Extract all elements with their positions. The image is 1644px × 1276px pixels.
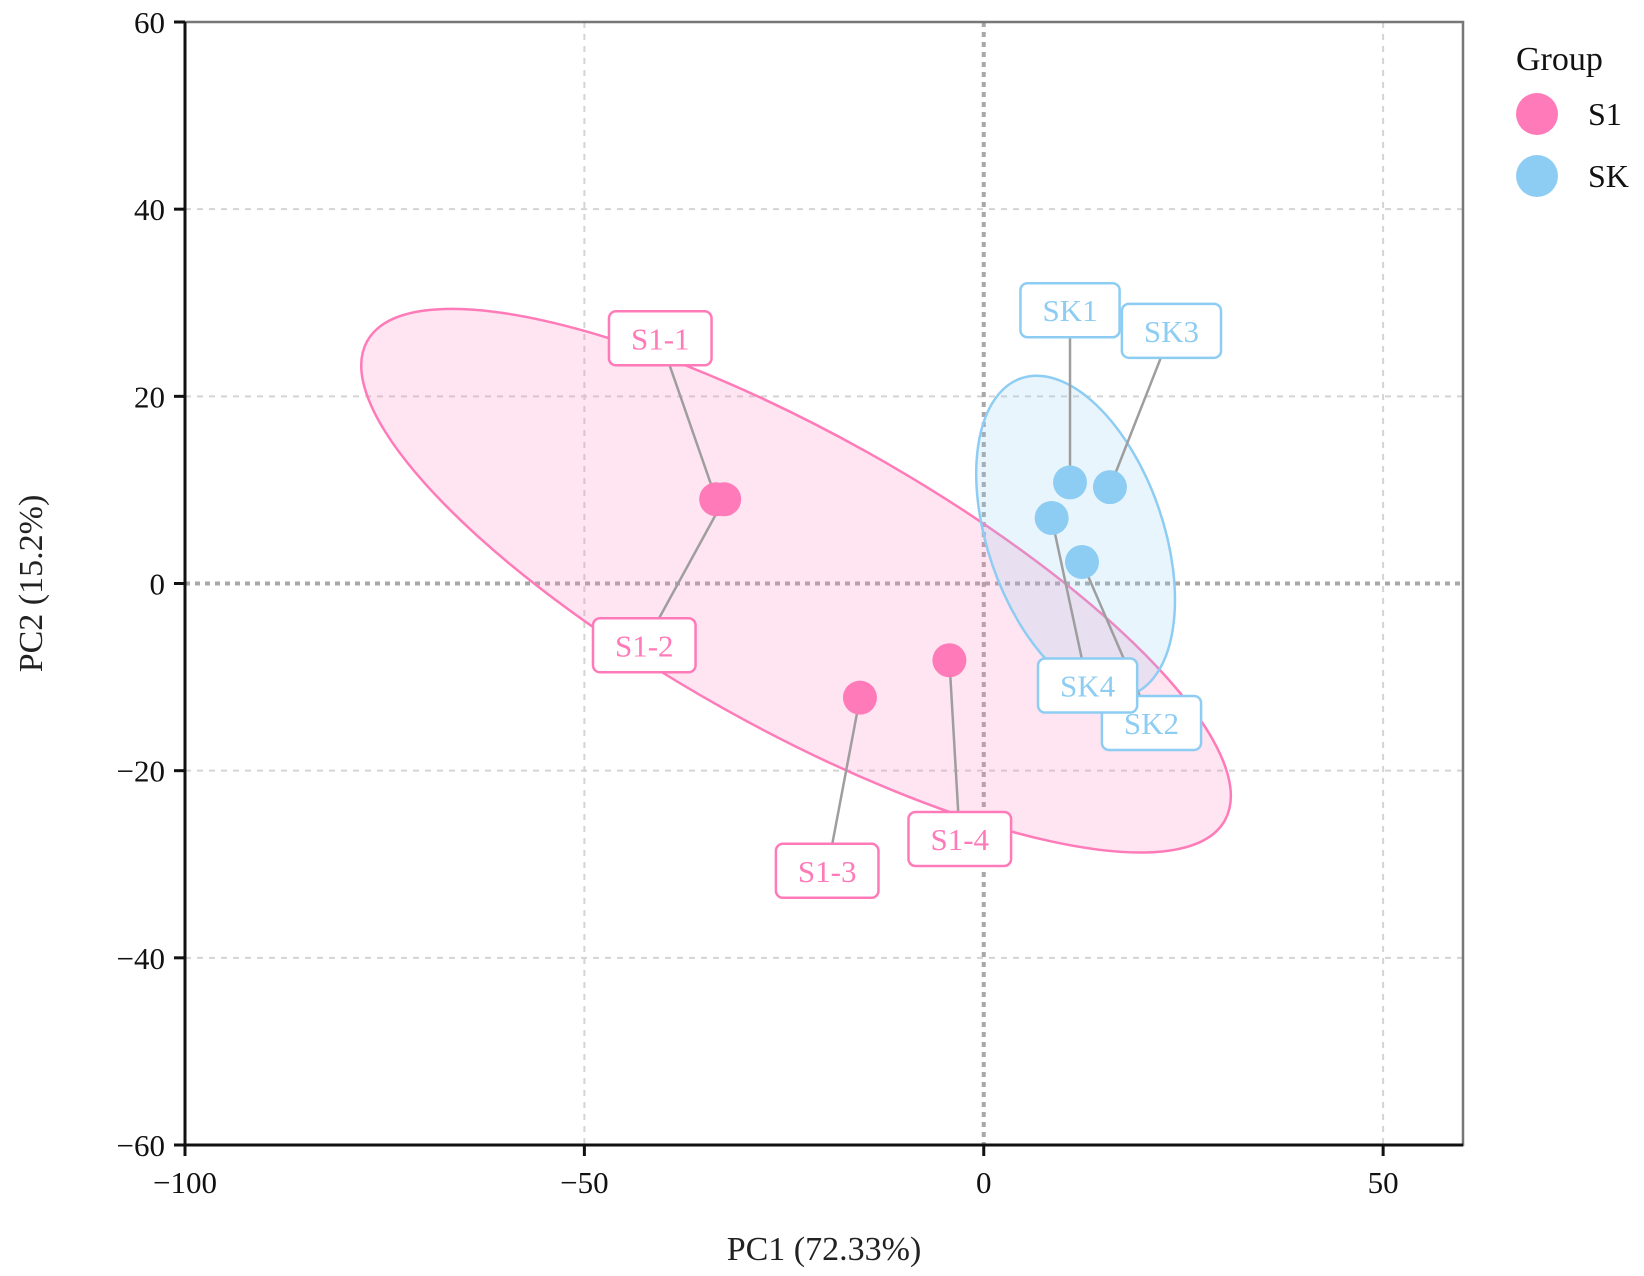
- y-tick-label: 60: [134, 5, 165, 40]
- legend-marker-s1: [1516, 93, 1558, 135]
- label-s1-3: S1-3: [798, 854, 857, 889]
- leader-s1-4: [948, 660, 962, 840]
- label-s1-2: S1-2: [615, 628, 674, 663]
- ellipse-s1: [360, 307, 1233, 854]
- label-box-s1-2: [591, 617, 697, 674]
- point-sk2: [1064, 544, 1099, 579]
- y-tick-label: −20: [117, 754, 165, 789]
- y-tick-label: 20: [134, 379, 165, 414]
- point-s1-2: [707, 482, 742, 517]
- y-tick-label: 0: [150, 567, 166, 602]
- legend-title: Group: [1516, 41, 1603, 78]
- y-tick-label: −60: [117, 1128, 165, 1163]
- label-box-s1-4: [907, 810, 1013, 868]
- label-sk3: SK3: [1144, 314, 1199, 349]
- label-box-sk3: [1120, 302, 1223, 360]
- point-sk4: [1034, 500, 1069, 535]
- axes: −100 −50 0 50 −60 −40 −20 0 20 40 60: [117, 5, 1465, 1200]
- point-sk3: [1092, 470, 1127, 505]
- legend-label-sk: SK: [1588, 158, 1629, 194]
- x-tick-label: −50: [560, 1165, 608, 1200]
- label-sk1: SK1: [1042, 293, 1097, 328]
- data-points: [699, 465, 1127, 715]
- y-axis-title: PC2 (15.2%): [13, 495, 50, 673]
- legend-label-s1: S1: [1588, 96, 1622, 132]
- confidence-ellipses: [360, 307, 1233, 854]
- point-s1-3: [842, 680, 877, 715]
- legend-marker-sk: [1516, 155, 1558, 197]
- x-tick-label: 0: [976, 1165, 992, 1200]
- point-s1-4: [932, 643, 967, 678]
- leader-s1-3: [825, 697, 862, 872]
- label-box-sk1: [1019, 281, 1121, 339]
- grid-layer: [185, 22, 1463, 1145]
- x-tick-label: −100: [153, 1165, 217, 1200]
- x-axis-title: PC1 (72.33%): [727, 1231, 922, 1268]
- label-s1-4: S1-4: [930, 822, 989, 857]
- y-tick-label: −40: [117, 941, 165, 976]
- point-sk1: [1053, 465, 1088, 500]
- label-box-sk4: [1036, 657, 1139, 714]
- label-s1-1: S1-1: [631, 321, 690, 356]
- y-tick-label: 40: [134, 192, 165, 227]
- label-box-s1-1: [607, 310, 713, 367]
- x-tick-label: 50: [1368, 1165, 1399, 1200]
- label-box-s1-3: [774, 842, 880, 900]
- legend: Group S1 SK: [1516, 41, 1629, 197]
- label-sk4: SK4: [1060, 669, 1116, 704]
